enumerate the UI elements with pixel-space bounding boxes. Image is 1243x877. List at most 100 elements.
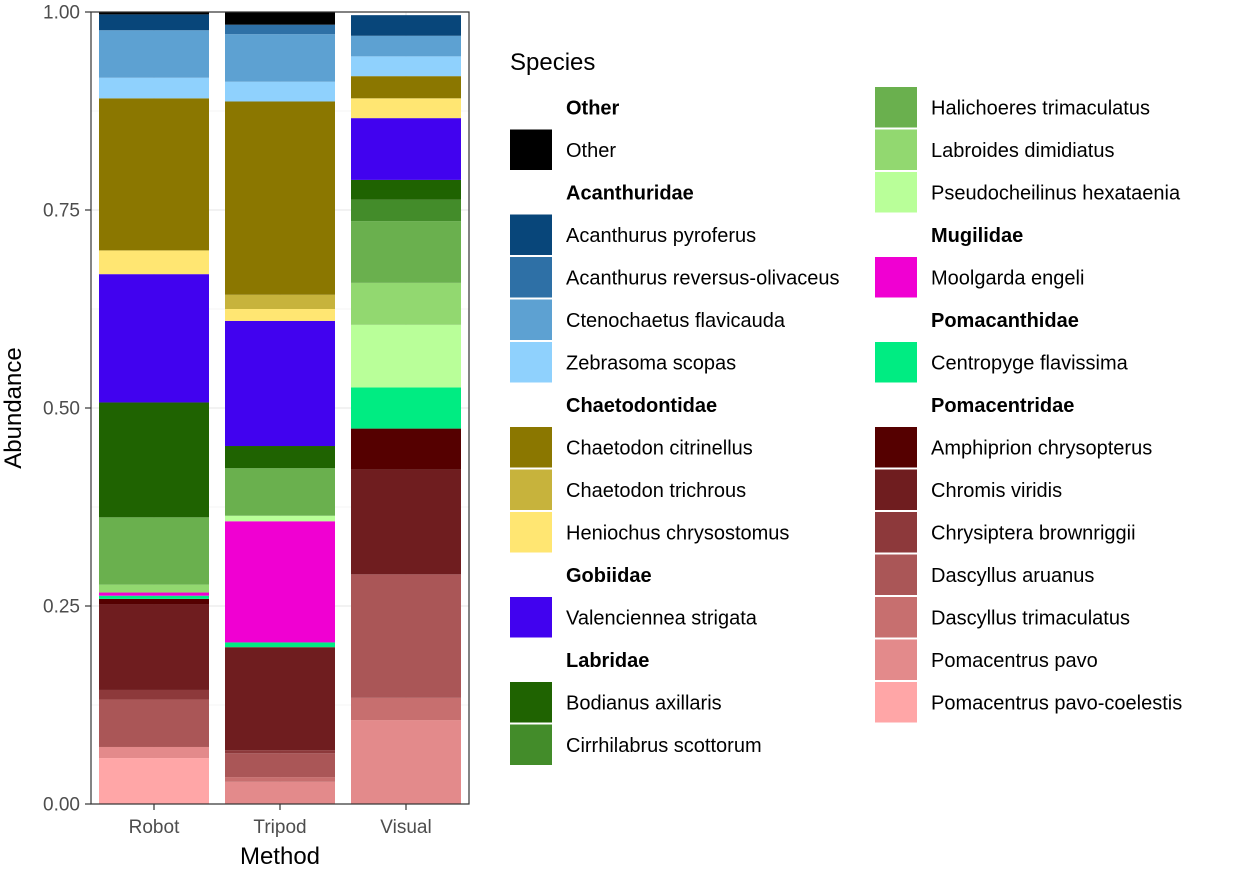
x-tick-label: Tripod xyxy=(253,817,306,838)
x-axis: Robot Tripod Visual xyxy=(129,804,432,838)
bar-segment xyxy=(225,777,335,782)
legend-label: Ctenochaetus flavicauda xyxy=(566,310,786,332)
legend-label: Bodianus axillaris xyxy=(566,692,722,714)
legend-label: Chaetodon trichrous xyxy=(566,480,746,502)
legend-label: Chromis viridis xyxy=(931,480,1062,502)
legend-label: Labroides dimidiatus xyxy=(931,140,1114,162)
legend-label: Heniochus chrysostomus xyxy=(566,522,789,544)
legend-key xyxy=(510,342,552,383)
bar-segment xyxy=(351,35,461,57)
bar-segment xyxy=(99,14,209,31)
legend-label: Pseudocheilinus hexataenia xyxy=(931,182,1181,204)
legend-group-header: Mugilidae xyxy=(931,225,1023,247)
legend-key xyxy=(875,129,917,170)
bar-stack-robot xyxy=(99,12,209,804)
bar-segment xyxy=(351,56,461,77)
legend-key xyxy=(875,87,917,128)
y-axis: 0.00 0.25 0.50 0.75 1.00 xyxy=(43,3,91,816)
bar-segment xyxy=(225,753,335,778)
legend-label: Other xyxy=(566,140,616,162)
bar-segment xyxy=(225,446,335,469)
legend-label: Chaetodon citrinellus xyxy=(566,437,753,459)
bar-segment xyxy=(351,697,461,721)
legend-key xyxy=(510,214,552,255)
bar-segment xyxy=(99,604,209,690)
legend-key xyxy=(510,512,552,553)
bar-segment xyxy=(351,324,461,388)
legend-title: Species xyxy=(510,49,595,76)
legend-key xyxy=(510,427,552,468)
bar-segment xyxy=(99,250,209,275)
x-tick-label: Robot xyxy=(129,817,180,838)
legend-group-header: Gobiidae xyxy=(566,565,652,587)
bar-segment xyxy=(351,199,461,222)
bar-segment xyxy=(351,15,461,36)
bar-segment xyxy=(351,469,461,575)
bar-segment xyxy=(99,699,209,747)
bar-segment xyxy=(99,592,209,596)
legend-key xyxy=(510,129,552,170)
bar-stack-tripod xyxy=(225,12,335,804)
legend-label: Valenciennea strigata xyxy=(566,607,758,629)
legend-key xyxy=(875,172,917,213)
bar-segment xyxy=(99,584,209,593)
bar-segment xyxy=(225,781,335,804)
y-tick-label: 0.25 xyxy=(43,597,80,618)
legend-group-header: Acanthuridae xyxy=(566,182,694,204)
legend-label: Acanthurus pyroferus xyxy=(566,225,756,247)
bar-segment xyxy=(99,30,209,78)
legend-key xyxy=(875,427,917,468)
legend-group-header: Other xyxy=(566,97,620,119)
legend-key xyxy=(875,257,917,298)
legend-label: Pomacentrus pavo-coelestis xyxy=(931,692,1182,714)
y-axis-title: Abundance xyxy=(0,347,27,468)
bar-stack-visual xyxy=(351,15,461,804)
legend-label: Zebrasoma scopas xyxy=(566,352,736,374)
legend-label: Halichoeres trimaculatus xyxy=(931,97,1150,119)
bar-segment xyxy=(225,320,335,447)
bar-segment xyxy=(225,647,335,751)
x-tick-label: Visual xyxy=(380,817,431,838)
legend-key xyxy=(510,724,552,765)
bar-segment xyxy=(225,750,335,754)
bar-segment xyxy=(351,387,461,429)
bar-segment xyxy=(351,76,461,99)
bar-segment xyxy=(99,517,209,585)
bar-segment xyxy=(351,98,461,119)
legend-label: Chrysiptera brownriggii xyxy=(931,522,1136,544)
bar-segment xyxy=(99,402,209,518)
bar-segment xyxy=(351,221,461,283)
legend-key xyxy=(875,597,917,638)
legend-key xyxy=(875,554,917,595)
legend-group-header: Pomacentridae xyxy=(931,395,1074,417)
legend-key xyxy=(510,299,552,340)
bar-segment xyxy=(225,12,335,25)
bar-segment xyxy=(99,758,209,804)
bar-segment xyxy=(99,274,209,403)
bar-segment xyxy=(225,101,335,295)
legend-group-header: Labridae xyxy=(566,650,649,672)
bar-segment xyxy=(99,689,209,700)
bar-segment xyxy=(351,720,461,804)
bar-segment xyxy=(351,428,461,470)
legend-label: Cirrhilabrus scottorum xyxy=(566,735,762,757)
bar-segment xyxy=(225,24,335,35)
bar-segment xyxy=(99,746,209,759)
bar-segment xyxy=(99,77,209,99)
bar-segment xyxy=(225,468,335,516)
legend-label: Amphiprion chrysopterus xyxy=(931,437,1152,459)
legend-label: Dascyllus aruanus xyxy=(931,565,1094,587)
bar-segment xyxy=(225,309,335,321)
bar-segment xyxy=(99,12,209,15)
bar-segment xyxy=(225,81,335,102)
legend-key xyxy=(875,512,917,553)
bar-segment xyxy=(99,598,209,605)
bar-segment xyxy=(225,515,335,522)
legend-group-header: Pomacanthidae xyxy=(931,310,1079,332)
legend-label: Moolgarda engeli xyxy=(931,267,1084,289)
legend-key xyxy=(875,469,917,510)
y-tick-label: 1.00 xyxy=(43,3,80,24)
legend-label: Centropyge flavissima xyxy=(931,352,1129,374)
legend-key xyxy=(510,597,552,638)
